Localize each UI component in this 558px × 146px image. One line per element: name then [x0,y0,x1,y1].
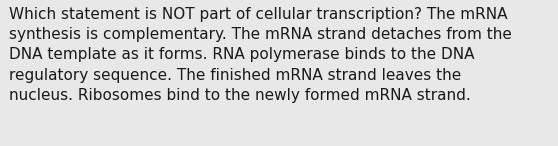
Text: Which statement is NOT part of cellular transcription? The mRNA
synthesis is com: Which statement is NOT part of cellular … [9,7,512,103]
